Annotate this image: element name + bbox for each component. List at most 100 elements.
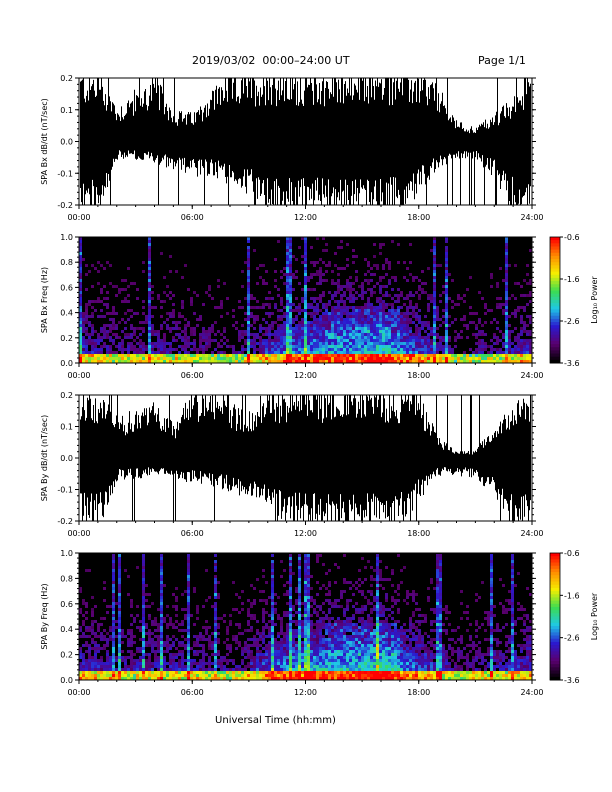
spectrogram-cell [286,650,289,653]
spectrogram-cell [202,303,205,306]
spectrogram-cell [196,608,199,611]
spectrogram-cell [334,294,337,297]
spectrogram-cell [157,360,160,363]
spectrogram-cell [433,303,436,306]
spectrogram-cell [265,650,268,653]
spectrogram-cell [334,282,337,285]
spectrogram-cell [355,357,358,360]
spectrogram-cell [391,315,394,318]
spectrogram-cell [340,605,343,608]
spectrogram-cell [142,614,145,617]
spectrogram-cell [322,653,325,656]
spectrogram-cell [214,587,217,590]
spectrogram-cell [124,327,127,330]
spectrogram-cell [136,354,139,357]
spectrogram-cell [169,345,172,348]
spectrogram-cell [343,303,346,306]
spectrogram-cell [85,360,88,363]
spectrogram-cell [286,602,289,605]
spectrogram-cell [79,309,82,312]
spectrogram-cell [358,321,361,324]
spectrogram-cell [343,581,346,584]
spectrogram-cell [172,677,175,680]
spectrogram-cell [142,596,145,599]
spectrogram-cell [439,264,442,267]
spectrogram-cell [178,360,181,363]
spectrogram-cell [217,360,220,363]
spectrogram-cell [334,674,337,677]
spectrogram-cell [352,309,355,312]
spectrogram-cell [496,285,499,288]
spectrogram-cell [289,309,292,312]
spectrogram-cell [205,653,208,656]
spectrogram-cell [325,333,328,336]
spectrogram-cell [112,659,115,662]
spectrogram-cell [142,569,145,572]
spectrogram-cell [310,575,313,578]
spectrogram-cell [325,354,328,357]
spectrogram-cell [298,635,301,638]
spectrogram-cell [325,345,328,348]
spectrogram-cell [226,339,229,342]
spectrogram-cell [121,668,124,671]
spectrogram-cell [154,306,157,309]
spectrogram-cell [112,635,115,638]
spectrogram-cell [208,345,211,348]
spectrogram-cell [193,357,196,360]
spectrogram-cell [79,339,82,342]
spectrogram-cell [517,339,520,342]
spectrogram-cell [85,342,88,345]
spectrogram-cell [187,560,190,563]
spectrogram-cell [187,629,190,632]
spectrogram-cell [271,599,274,602]
spectrogram-cell [502,351,505,354]
spectrogram-cell [397,354,400,357]
spectrogram-cell [268,629,271,632]
spectrogram-cell [349,324,352,327]
spectrogram-cell [283,593,286,596]
spectrogram-cell [394,348,397,351]
spectrogram-cell [169,255,172,258]
spectrogram-cell [301,659,304,662]
spectrogram-cell [505,240,508,243]
spectrogram-cell [304,297,307,300]
spectrogram-cell [352,674,355,677]
spectrogram-cell [142,605,145,608]
spectrogram-cell [280,318,283,321]
spectrogram-cell [295,324,298,327]
spectrogram-cell [271,572,274,575]
colorbar-step [550,255,560,260]
spectrogram-cell [241,677,244,680]
spectrogram-cell [127,656,130,659]
spectrogram-cell [178,674,181,677]
spectrogram-cell [307,659,310,662]
spectrogram-cell [367,306,370,309]
spectrogram-cell [343,294,346,297]
spectrogram-cell [268,614,271,617]
spectrogram-cell [313,674,316,677]
spectrogram-cell [103,587,106,590]
spectrogram-cell [427,297,430,300]
spectrogram-cell [103,342,106,345]
spectrogram-cell [415,339,418,342]
spectrogram-cell [229,357,232,360]
spectrogram-cell [247,270,250,273]
spectrogram-cell [526,345,529,348]
spectrogram-cell [352,635,355,638]
spectrogram-cell [130,348,133,351]
spectrogram-cell [376,264,379,267]
spectrogram-cell [364,668,367,671]
spectrogram-cell [193,345,196,348]
spectrogram-cell [211,674,214,677]
spectrogram-cell [193,342,196,345]
spectrogram-cell [316,662,319,665]
spectrogram-cell [511,312,514,315]
spectrogram-cell [79,318,82,321]
spectrogram-cell [448,297,451,300]
spectrogram-cell [163,617,166,620]
spectrogram-cell [418,339,421,342]
spectrogram-cell [256,629,259,632]
spectrogram-cell [343,590,346,593]
spectrogram-cell [103,581,106,584]
spectrogram-cell [319,348,322,351]
